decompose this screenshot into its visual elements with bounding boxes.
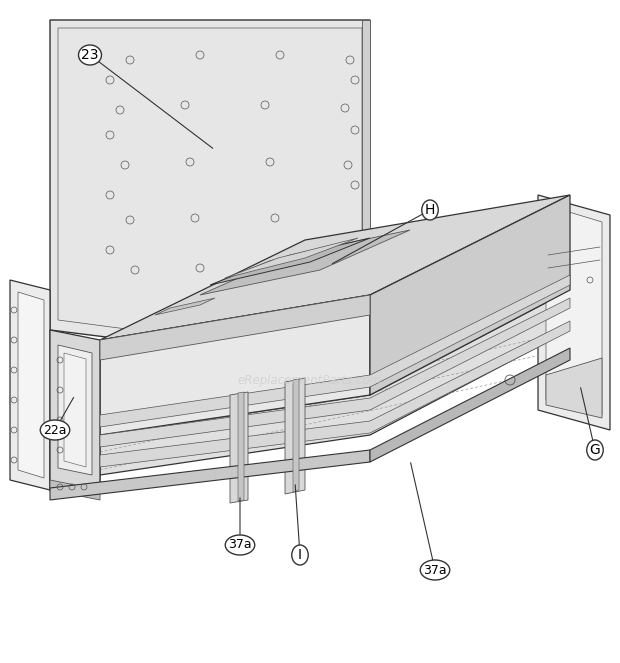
Text: 23: 23: [81, 48, 99, 62]
Polygon shape: [100, 295, 370, 435]
Polygon shape: [210, 238, 370, 285]
Polygon shape: [50, 480, 100, 500]
Text: 37a: 37a: [423, 564, 447, 577]
Ellipse shape: [420, 560, 450, 580]
Text: H: H: [425, 203, 435, 217]
Polygon shape: [100, 295, 370, 360]
Polygon shape: [50, 430, 100, 490]
Polygon shape: [18, 292, 44, 478]
Text: 37a: 37a: [228, 538, 252, 552]
Polygon shape: [50, 330, 100, 490]
Polygon shape: [100, 298, 570, 447]
Ellipse shape: [79, 45, 102, 65]
Polygon shape: [58, 345, 92, 475]
Polygon shape: [100, 275, 570, 427]
Polygon shape: [100, 195, 570, 340]
Polygon shape: [370, 195, 570, 395]
Polygon shape: [50, 450, 370, 500]
Ellipse shape: [422, 200, 438, 220]
Ellipse shape: [587, 440, 603, 460]
Polygon shape: [100, 290, 570, 475]
Ellipse shape: [225, 535, 255, 555]
Text: 22a: 22a: [43, 424, 67, 436]
Polygon shape: [546, 205, 602, 415]
Polygon shape: [230, 392, 248, 503]
Ellipse shape: [40, 420, 70, 440]
Polygon shape: [64, 353, 86, 467]
Polygon shape: [50, 20, 370, 370]
Polygon shape: [546, 358, 602, 418]
Text: eReplacementParts.com: eReplacementParts.com: [238, 373, 382, 387]
Text: I: I: [298, 548, 302, 562]
Polygon shape: [225, 238, 358, 278]
Polygon shape: [362, 20, 370, 370]
Polygon shape: [285, 378, 305, 494]
Polygon shape: [370, 348, 570, 462]
Polygon shape: [100, 321, 570, 467]
Polygon shape: [200, 230, 410, 295]
Polygon shape: [10, 280, 50, 490]
Polygon shape: [155, 298, 215, 315]
Polygon shape: [538, 195, 610, 430]
Text: G: G: [590, 443, 600, 457]
Polygon shape: [293, 379, 299, 492]
Ellipse shape: [292, 545, 308, 565]
Polygon shape: [238, 392, 244, 501]
